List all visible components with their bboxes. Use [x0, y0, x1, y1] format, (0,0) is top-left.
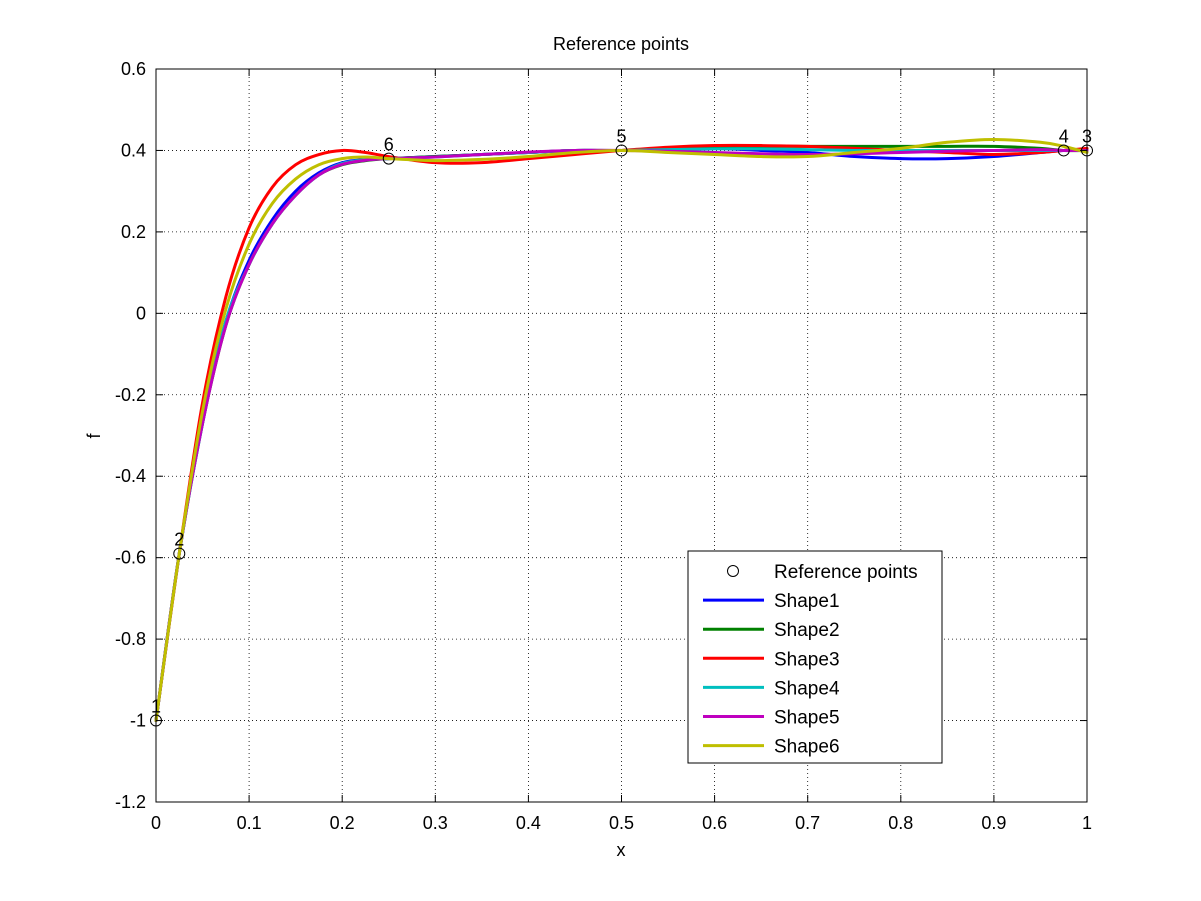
y-tick-label: 0.6: [121, 59, 146, 79]
x-tick-label: 0.4: [516, 813, 541, 833]
reference-point-label: 4: [1059, 126, 1069, 146]
y-tick-label: -1.2: [115, 792, 146, 812]
reference-point-marker: [1057, 144, 1070, 157]
y-tick-label: -0.4: [115, 466, 146, 486]
legend-label-shape1: Shape1: [774, 591, 840, 612]
y-tick-label: 0.4: [121, 140, 146, 160]
legend-label-shape4: Shape4: [774, 678, 840, 699]
y-tick-label: 0: [136, 303, 146, 323]
legend-label-shape6: Shape6: [774, 737, 840, 758]
legend-label-shape2: Shape2: [774, 620, 840, 641]
y-axis-label: f: [84, 433, 104, 439]
reference-point-label: 5: [616, 126, 626, 146]
x-axis-label: x: [617, 840, 626, 860]
ticks: 0 0.1 0.2 0.3 0.4 0.5 0.6 0.7 0.8 0.9 1 -1.2 -1 -0.8 -…: [115, 59, 1092, 833]
x-tick-label: 0: [151, 813, 161, 833]
x-tick-label: 0.2: [330, 813, 355, 833]
reference-point-marker: [615, 144, 628, 157]
legend-label-reference-points: Reference points: [774, 562, 918, 583]
series-layer: [154, 137, 1089, 723]
y-tick-label: -0.2: [115, 385, 146, 405]
reference-point-label: 6: [384, 135, 394, 155]
y-tick-label: 0.2: [121, 222, 146, 242]
x-tick-label: 0.6: [702, 813, 727, 833]
legend: Reference points Shape1 Shape2 Shape3 Shape4…: [687, 550, 943, 764]
legend-label-shape3: Shape3: [774, 649, 840, 670]
legend-marker-reference-points: [727, 565, 739, 577]
x-tick-label: 0.1: [237, 813, 262, 833]
reference-point-marker: [173, 547, 186, 560]
legend-label-shape5: Shape5: [774, 708, 840, 729]
x-tick-label: 0.7: [795, 813, 820, 833]
chart-title: Reference points: [553, 34, 689, 54]
x-tick-label: 0.5: [609, 813, 634, 833]
x-tick-label: 1: [1082, 813, 1092, 833]
x-tick-label: 0.3: [423, 813, 448, 833]
x-tick-label: 0.8: [888, 813, 913, 833]
series-line-shape5: [154, 148, 1089, 723]
x-tick-label: 0.9: [981, 813, 1006, 833]
reference-point-marker: [382, 152, 395, 165]
y-tick-label: -0.6: [115, 548, 146, 568]
reference-point-label: 2: [174, 530, 184, 550]
y-tick-label: -1: [130, 711, 146, 731]
y-tick-label: -0.8: [115, 629, 146, 649]
series-line-shape6: [154, 137, 1089, 723]
